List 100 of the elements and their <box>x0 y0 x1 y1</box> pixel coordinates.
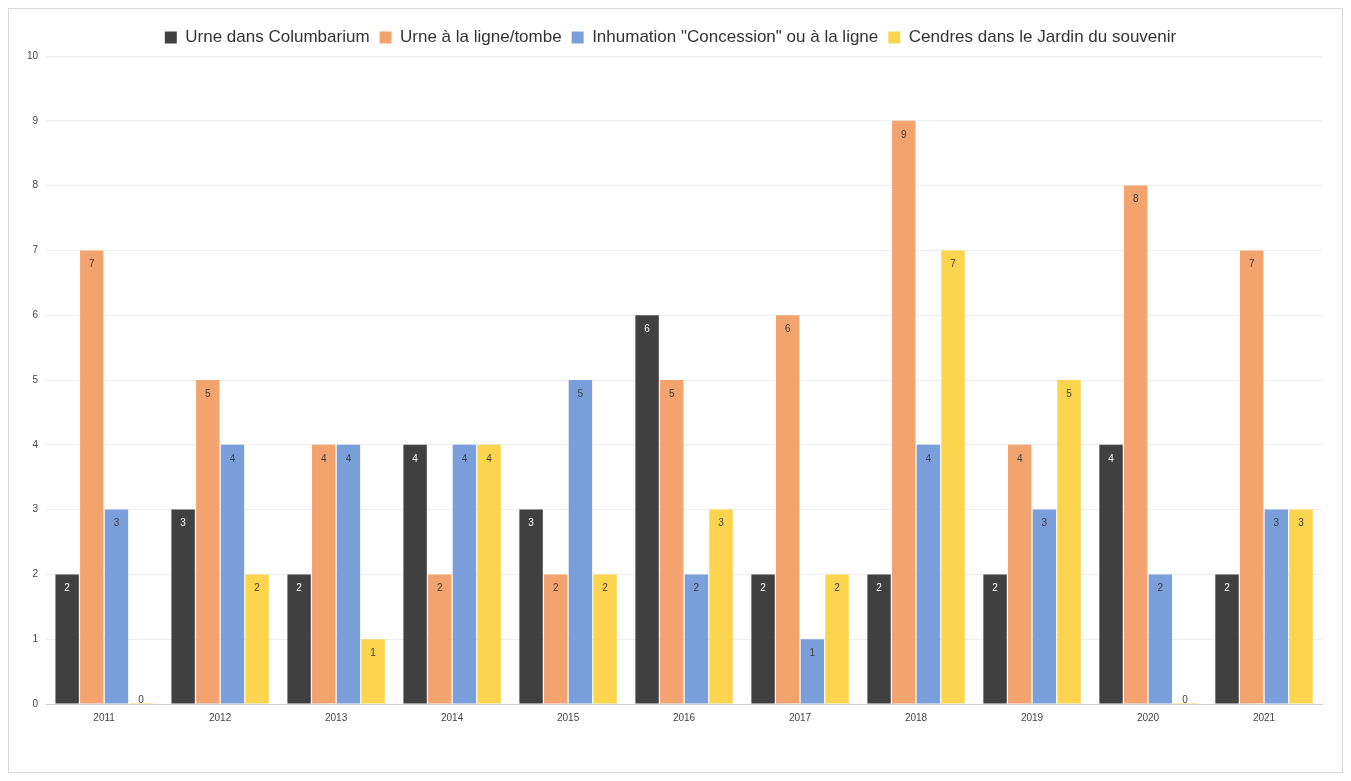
bar <box>776 315 800 704</box>
data-label: 3 <box>180 517 187 529</box>
data-label: 4 <box>320 452 327 464</box>
data-label: 5 <box>1066 387 1073 399</box>
bar <box>519 509 543 704</box>
bar <box>1264 509 1289 704</box>
data-label: 3 <box>1298 517 1305 529</box>
x-tick-label: 2014 <box>440 711 464 723</box>
bar <box>403 444 427 704</box>
data-label: 3 <box>113 517 120 529</box>
bar <box>1057 380 1081 704</box>
x-tick-label: 2016 <box>672 711 696 723</box>
bar <box>452 444 477 704</box>
data-label: 2 <box>834 582 841 594</box>
data-label: 2 <box>436 582 443 594</box>
bar <box>220 444 245 704</box>
bar <box>892 120 916 704</box>
data-label: 0 <box>1182 693 1189 705</box>
y-tick-label: 7 <box>32 244 39 256</box>
bar <box>1239 250 1264 704</box>
legend-label: Urne à la ligne/tombe <box>400 27 562 47</box>
bar <box>104 509 129 704</box>
x-tick-label: 2021 <box>1252 711 1276 723</box>
y-tick-label: 0 <box>32 697 39 709</box>
data-label: 5 <box>577 387 584 399</box>
y-tick-label: 2 <box>32 568 39 580</box>
bar <box>568 380 593 704</box>
bar <box>171 509 195 704</box>
data-label: 2 <box>254 582 261 594</box>
data-label: 2 <box>552 582 559 594</box>
bar <box>336 444 361 704</box>
data-label: 3 <box>528 517 535 529</box>
data-label: 3 <box>1041 517 1048 529</box>
data-label: 7 <box>950 258 957 270</box>
data-label: 2 <box>1157 582 1164 594</box>
bar <box>312 444 336 704</box>
legend-label: Inhumation "Concession" ou à la ligne <box>592 27 879 47</box>
bar <box>1008 444 1032 704</box>
y-tick-label: 1 <box>32 632 39 644</box>
bar <box>1289 509 1313 704</box>
data-label: 4 <box>461 452 468 464</box>
y-tick-label: 6 <box>32 308 39 320</box>
data-label: 4 <box>229 452 236 464</box>
data-label: 2 <box>992 582 999 594</box>
data-label: 0 <box>138 693 145 705</box>
bar <box>916 444 941 704</box>
data-label: 4 <box>412 452 419 464</box>
x-tick-label: 2012 <box>208 711 232 723</box>
bar <box>1123 185 1148 704</box>
bar <box>684 574 709 704</box>
data-label: 3 <box>1273 517 1280 529</box>
data-label: 2 <box>602 582 609 594</box>
bar <box>287 574 311 704</box>
data-label: 2 <box>760 582 767 594</box>
legend-label: Cendres dans le Jardin du souvenir <box>908 27 1177 47</box>
bar <box>983 574 1007 704</box>
bar <box>245 574 269 704</box>
bar <box>751 574 775 704</box>
data-label: 6 <box>784 322 791 334</box>
bar <box>196 380 220 704</box>
x-tick-label: 2017 <box>788 711 812 723</box>
bar <box>80 250 104 704</box>
y-tick-label: 5 <box>32 373 39 385</box>
y-tick-label: 10 <box>27 49 39 61</box>
x-tick-label: 2018 <box>904 711 928 723</box>
bar <box>941 250 965 704</box>
data-label: 5 <box>205 387 211 399</box>
x-tick-label: 2013 <box>324 711 348 723</box>
data-label: 4 <box>345 452 352 464</box>
data-label: 9 <box>900 128 907 140</box>
bar <box>867 574 891 704</box>
data-label: 2 <box>876 582 883 594</box>
bar <box>544 574 568 704</box>
x-tick-label: 2020 <box>1136 711 1160 723</box>
x-tick-label: 2019 <box>1020 711 1044 723</box>
data-label: 7 <box>89 258 96 270</box>
y-tick-label: 9 <box>32 114 39 126</box>
data-label: 2 <box>1224 582 1231 594</box>
y-tick-label: 8 <box>32 179 39 191</box>
legend-label: Urne dans Columbarium <box>185 27 370 47</box>
bar <box>1148 574 1173 704</box>
y-tick-label: 3 <box>32 503 39 515</box>
data-label: 1 <box>809 646 816 658</box>
bar <box>55 574 79 704</box>
bar <box>660 380 684 704</box>
data-label: 2 <box>296 582 303 594</box>
x-tick-label: 2015 <box>556 711 580 723</box>
data-label: 3 <box>718 517 725 529</box>
data-label: 4 <box>486 452 493 464</box>
data-label: 4 <box>1016 452 1023 464</box>
data-label: 2 <box>64 582 71 594</box>
bar <box>361 639 385 704</box>
y-tick-label: 4 <box>32 438 39 450</box>
data-label: 4 <box>1108 452 1115 464</box>
bar <box>800 639 825 704</box>
bar <box>635 315 659 704</box>
data-label: 2 <box>693 582 700 594</box>
data-label: 8 <box>1132 193 1139 205</box>
data-label: 7 <box>1248 258 1255 270</box>
bar <box>825 574 849 704</box>
